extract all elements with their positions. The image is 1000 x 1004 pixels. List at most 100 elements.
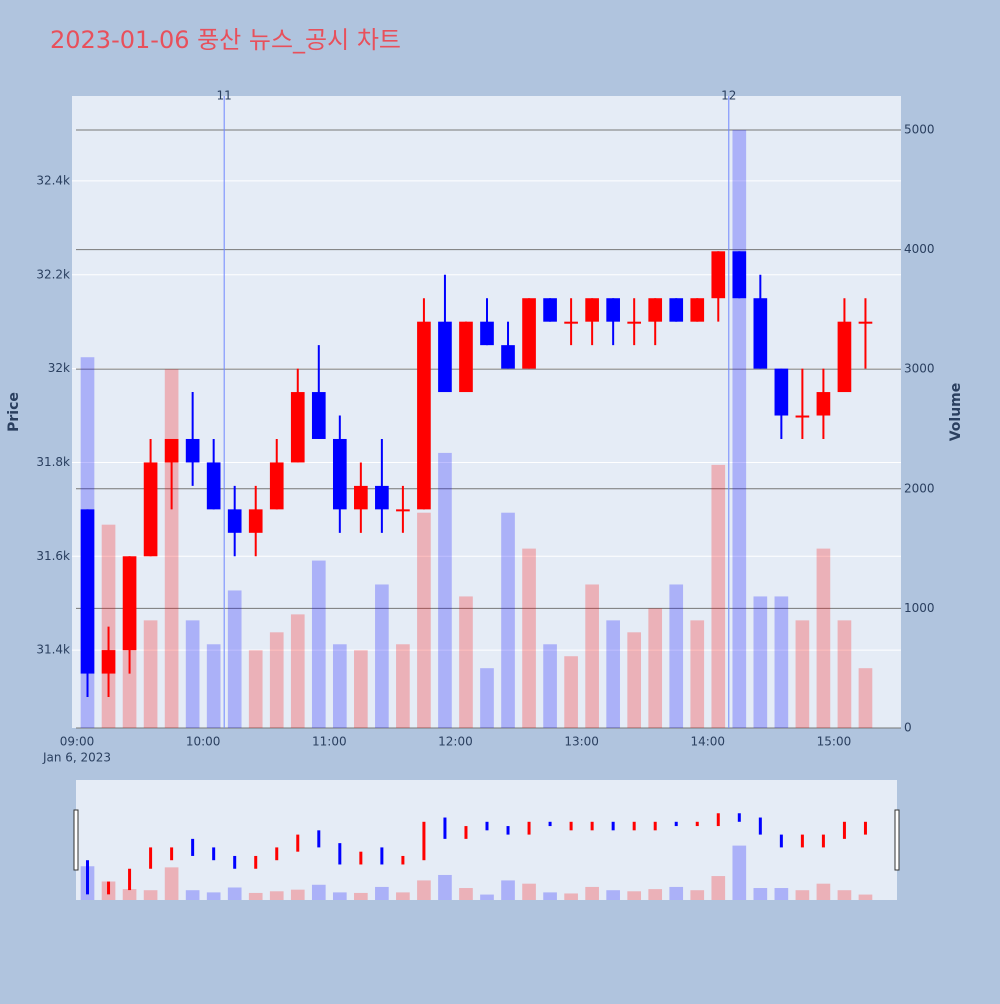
y2-tick-label: 0 (904, 721, 912, 735)
slider-volume-bar (269, 891, 284, 900)
volume-bar (417, 512, 431, 728)
slider-volume-bar (795, 890, 810, 900)
volume-bar (732, 129, 747, 728)
slider-volume-bar (648, 889, 663, 900)
volume-bar (501, 512, 515, 728)
slider-volume-bar (332, 892, 347, 900)
y-tick-label: 31.4k (36, 643, 70, 657)
y-tick-label: 31.8k (36, 455, 70, 469)
slider-volume-bar (248, 892, 263, 900)
volume-bar (669, 584, 684, 728)
volume-bar (585, 584, 599, 728)
candle-body (332, 438, 347, 510)
volume-bar (438, 452, 452, 728)
slider-handle[interactable] (894, 809, 900, 871)
volume-bar (690, 620, 705, 728)
slider-volume-bar (711, 876, 726, 900)
candle-body (227, 509, 242, 533)
slider-volume-bar (375, 886, 389, 900)
candle-body (480, 321, 494, 346)
volume-bar (354, 650, 368, 728)
slider-volume-bar (732, 845, 747, 900)
slider-volume-bar (606, 890, 620, 900)
slider-volume-bar (206, 892, 221, 900)
y2-tick-label: 5000 (904, 122, 935, 136)
candle-body (753, 298, 768, 369)
volume-bar (227, 590, 242, 728)
candle-body (375, 485, 389, 510)
candle-body (585, 298, 599, 322)
volume-bar (627, 632, 642, 728)
candle-body (564, 321, 578, 324)
volume-bar (522, 548, 536, 728)
slider-volume-bar (753, 888, 768, 900)
candle-body (627, 321, 642, 324)
slider-volume-bar (858, 894, 873, 900)
slider-volume-bar (185, 890, 200, 900)
slider-volume-bar (522, 883, 536, 900)
slider-volume-bar (290, 889, 305, 900)
volume-bar (564, 656, 578, 728)
slider-volume-bar (459, 888, 473, 900)
y2-tick-label: 4000 (904, 242, 935, 256)
slider-handle[interactable] (73, 809, 79, 871)
slider-volume-bar (354, 892, 368, 900)
candle-body (248, 509, 263, 533)
volume-bar (101, 524, 116, 728)
y-tick-label: 32.4k (36, 173, 70, 187)
y-axis-title: Price (6, 392, 22, 432)
volume-bar (480, 668, 494, 728)
volume-bar (269, 632, 284, 728)
volume-bar (332, 644, 347, 728)
candle-body (122, 556, 137, 651)
x-tick-label: 13:00 (564, 735, 599, 749)
volume-bar (837, 620, 852, 728)
candle-body (143, 462, 158, 557)
slider-volume-bar (816, 883, 831, 900)
x-date-label: Jan 6, 2023 (42, 751, 111, 765)
x-tick-label: 15:00 (817, 735, 852, 749)
news-label: 12 (721, 89, 736, 103)
slider-volume-bar (480, 894, 494, 900)
candle-body (101, 650, 116, 674)
candle-body (606, 298, 620, 322)
slider-volume-bar (690, 890, 705, 900)
volume-bar (311, 560, 326, 728)
volume-bar (648, 608, 663, 728)
volume-bar (143, 620, 158, 728)
slider-volume-bar (164, 867, 179, 900)
volume-bar (795, 620, 810, 728)
volume-bar (858, 668, 873, 728)
candle-body (438, 321, 452, 393)
range-slider[interactable] (76, 780, 897, 900)
volume-bar (375, 584, 389, 728)
y-tick-label: 31.6k (36, 549, 70, 563)
y2-tick-label: 2000 (904, 481, 935, 495)
candle-body (501, 345, 515, 369)
y2-tick-label: 3000 (904, 362, 935, 376)
candle-body (269, 462, 284, 510)
news-label: 11 (217, 89, 232, 103)
candle-body (732, 251, 747, 299)
x-tick-label: 10:00 (186, 735, 221, 749)
x-tick-label: 12:00 (438, 735, 473, 749)
candle-body (311, 392, 326, 439)
slider-volume-bar (774, 888, 789, 900)
slider-volume-bar (669, 886, 684, 900)
candle-body (648, 298, 663, 322)
candle-body (80, 509, 95, 674)
candle-body (354, 485, 368, 510)
volume-bar (396, 644, 410, 728)
volume-bar (543, 644, 557, 728)
slider-volume-bar (543, 892, 557, 900)
slider-volume-bar (564, 893, 578, 900)
x-tick-label: 14:00 (690, 735, 725, 749)
volume-bar (206, 644, 221, 728)
candle-body (543, 298, 557, 322)
plot-area (72, 96, 901, 728)
slider-volume-bar (417, 880, 431, 900)
volume-bar (606, 620, 620, 728)
slider-volume-bar (122, 889, 137, 900)
candle-body (774, 368, 789, 416)
